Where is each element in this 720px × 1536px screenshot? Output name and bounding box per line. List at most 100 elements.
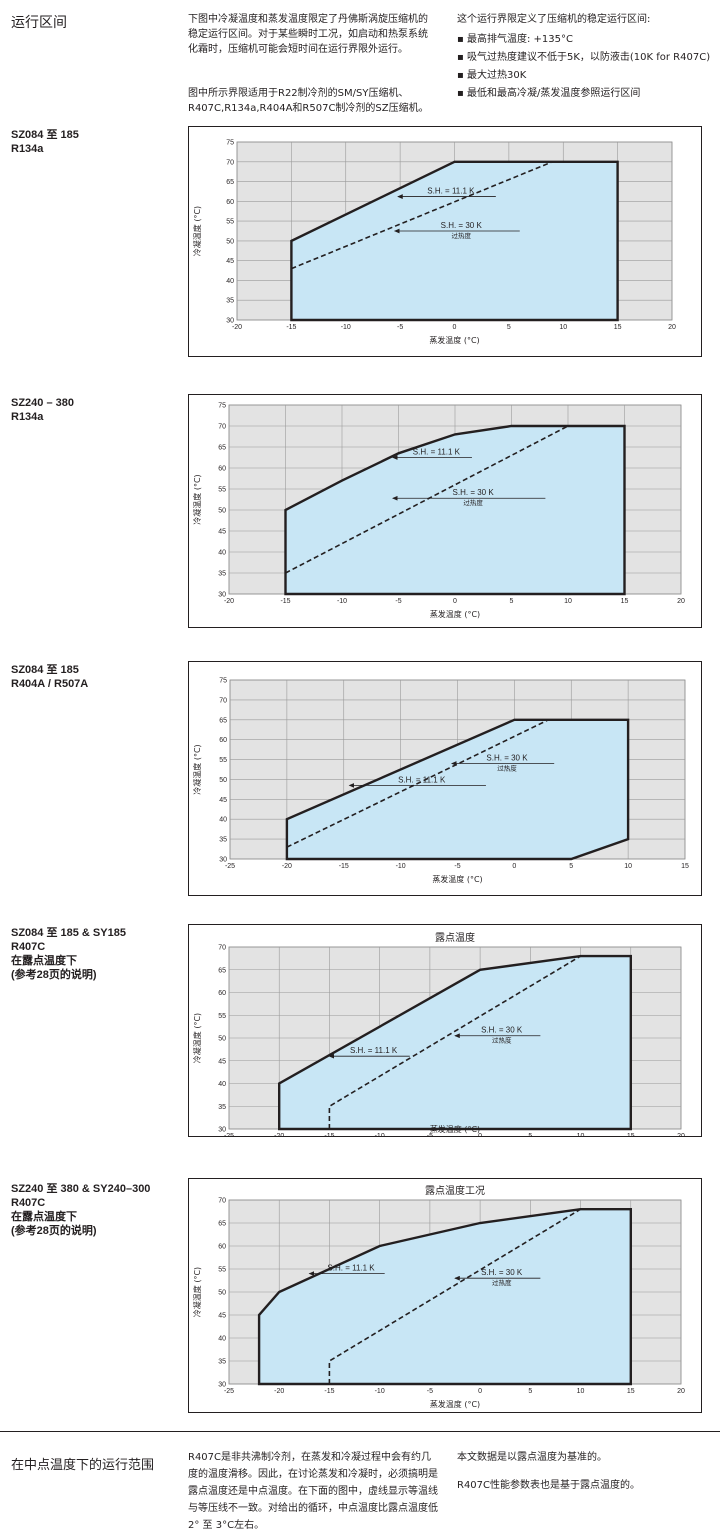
- x-tick-label: -5: [427, 1133, 433, 1136]
- chart-5-box: S.H. = 11.1 K S.H. = 30 K 过热度 -25 -20 -15 -10 -…: [188, 1178, 702, 1413]
- y-tick-label: 40: [218, 1081, 226, 1088]
- superheat-30k-boundary: [328, 955, 582, 1129]
- chart-3-label: SZ084 至 185 R404A / R507A: [11, 663, 88, 691]
- x-tick-label: 20: [677, 1133, 685, 1136]
- y-tick-label: 50: [218, 508, 226, 515]
- annotation-label: S.H. = 30 K: [481, 1268, 523, 1277]
- operating-envelope: [285, 718, 630, 861]
- y-tick-label: 70: [219, 697, 227, 704]
- chart-3-box: S.H. = 30 K 过热度 S.H. = 11.1 K -25 -20 -15 -10 -…: [188, 661, 702, 896]
- superheat-30k-boundary: [286, 719, 549, 848]
- x-tick-label: 5: [569, 863, 573, 870]
- y-tick-label: 70: [218, 945, 226, 952]
- y-tick-label: 35: [218, 1359, 226, 1366]
- y-axis-label: 冷凝温度 (°C): [192, 1267, 202, 1317]
- y-tick-label: 65: [226, 179, 234, 186]
- x-tick-label: 20: [668, 324, 676, 331]
- chart-1-label-line: SZ084 至 185: [11, 129, 79, 141]
- y-tick-label: 40: [226, 278, 234, 285]
- y-tick-label: 60: [218, 1244, 226, 1251]
- x-tick-label: -25: [225, 863, 235, 870]
- x-tick-label: 10: [577, 1388, 585, 1395]
- y-axis-label: 冷凝温度 (°C): [192, 474, 202, 524]
- footer-divider: [0, 1431, 720, 1432]
- y-tick-label: 45: [218, 529, 226, 536]
- x-tick-label: 0: [478, 1388, 482, 1395]
- limit-item: 最低和最高冷凝/蒸发温度参照运行区间: [457, 85, 719, 103]
- x-tick-label: -20: [274, 1388, 284, 1395]
- y-tick-label: 60: [218, 466, 226, 473]
- x-tick-label: 0: [453, 324, 457, 331]
- y-tick-label: 45: [218, 1058, 226, 1065]
- footer-note-1: 本文数据是以露点温度为基准的。: [457, 1452, 607, 1463]
- x-axis-label: 蒸发温度 (°C): [430, 1399, 480, 1409]
- x-tick-label: 20: [677, 1388, 685, 1395]
- x-tick-label: -20: [232, 324, 242, 331]
- x-tick-label: 0: [512, 863, 516, 870]
- y-tick-label: 30: [218, 592, 226, 599]
- intro-paragraph-2: 图中所示界限适用于R22制冷剂的SM/SY压缩机、R407C,R134a,R40…: [188, 88, 429, 114]
- y-tick-label: 50: [219, 777, 227, 784]
- x-tick-label: 5: [507, 324, 511, 331]
- x-tick-label: -25: [224, 1388, 234, 1395]
- y-tick-label: 40: [218, 550, 226, 557]
- x-tick-label: -20: [282, 863, 292, 870]
- x-axis-label: 蒸发温度 (°C): [429, 335, 479, 345]
- chart-1-label-line: R134a: [11, 143, 44, 155]
- y-tick-label: 55: [226, 219, 234, 226]
- annotation-label: S.H. = 30 K: [481, 1026, 523, 1035]
- y-tick-label: 60: [218, 990, 226, 997]
- x-tick-label: -5: [395, 598, 401, 605]
- y-tick-label: 75: [219, 678, 227, 685]
- x-tick-label: 15: [621, 598, 629, 605]
- y-tick-label: 35: [218, 571, 226, 578]
- y-tick-label: 50: [226, 238, 234, 245]
- footer-title: 在中点温度下的运行范围: [11, 1458, 155, 1473]
- y-tick-label: 35: [218, 1104, 226, 1111]
- x-tick-label: 20: [677, 598, 685, 605]
- annotation-label: S.H. = 11.1 K: [350, 1046, 398, 1055]
- x-tick-label: -5: [427, 1388, 433, 1395]
- y-tick-label: 65: [218, 1221, 226, 1228]
- y-tick-label: 60: [219, 737, 227, 744]
- chart-4-label-line: (参考28页的说明): [11, 969, 97, 981]
- limit-item: 最高排气温度: +135°C: [457, 31, 719, 49]
- chart-2-label-line: SZ240 – 380: [11, 397, 74, 409]
- x-tick-label: 15: [681, 863, 689, 870]
- footer-note-2: R407C性能参数表也是基于露点温度的。: [457, 1480, 641, 1491]
- limits-list: 最高排气温度: +135°C 吸气过热度建议不低于5K，以防液击(10K for…: [457, 31, 719, 103]
- y-tick-label: 65: [218, 445, 226, 452]
- y-tick-label: 70: [218, 1198, 226, 1205]
- annotation-label: S.H. = 11.1 K: [327, 1264, 375, 1273]
- y-axis-label: 冷凝温度 (°C): [192, 744, 202, 794]
- chart-4-label-line: 在露点温度下: [11, 955, 77, 967]
- y-tick-label: 60: [226, 199, 234, 206]
- y-axis-label: 冷凝温度 (°C): [192, 1013, 202, 1063]
- x-tick-label: -15: [324, 1133, 334, 1136]
- annotation-sublabel: 过热度: [463, 498, 483, 507]
- y-tick-label: 65: [218, 967, 226, 974]
- y-tick-label: 70: [226, 159, 234, 166]
- y-tick-label: 35: [219, 837, 227, 844]
- page-title: 运行区间: [11, 15, 67, 31]
- x-tick-label: -5: [454, 863, 460, 870]
- chart-4-label-line: R407C: [11, 941, 46, 953]
- y-tick-label: 30: [218, 1127, 226, 1134]
- y-tick-label: 30: [218, 1382, 226, 1389]
- x-tick-label: -15: [324, 1388, 334, 1395]
- x-tick-label: 10: [559, 324, 567, 331]
- y-tick-label: 65: [219, 717, 227, 724]
- annotation-sublabel: 过热度: [497, 764, 517, 773]
- x-tick-label: 0: [478, 1133, 482, 1136]
- superheat-30k-boundary: [285, 425, 569, 574]
- annotation-label: S.H. = 30 K: [453, 488, 495, 497]
- x-tick-label: -15: [286, 324, 296, 331]
- chart-5-label-line: SZ240 至 380 & SY240–300: [11, 1183, 151, 1195]
- chart-1-box: S.H. = 11.1 K S.H. = 30 K 过热度 -20 -15 -10 -5 0 5…: [188, 126, 702, 357]
- limits-intro: 这个运行界限定义了压缩机的稳定运行区间:: [457, 14, 651, 25]
- x-tick-label: 15: [627, 1388, 635, 1395]
- x-tick-label: 10: [577, 1133, 585, 1136]
- x-tick-label: -25: [224, 1133, 234, 1136]
